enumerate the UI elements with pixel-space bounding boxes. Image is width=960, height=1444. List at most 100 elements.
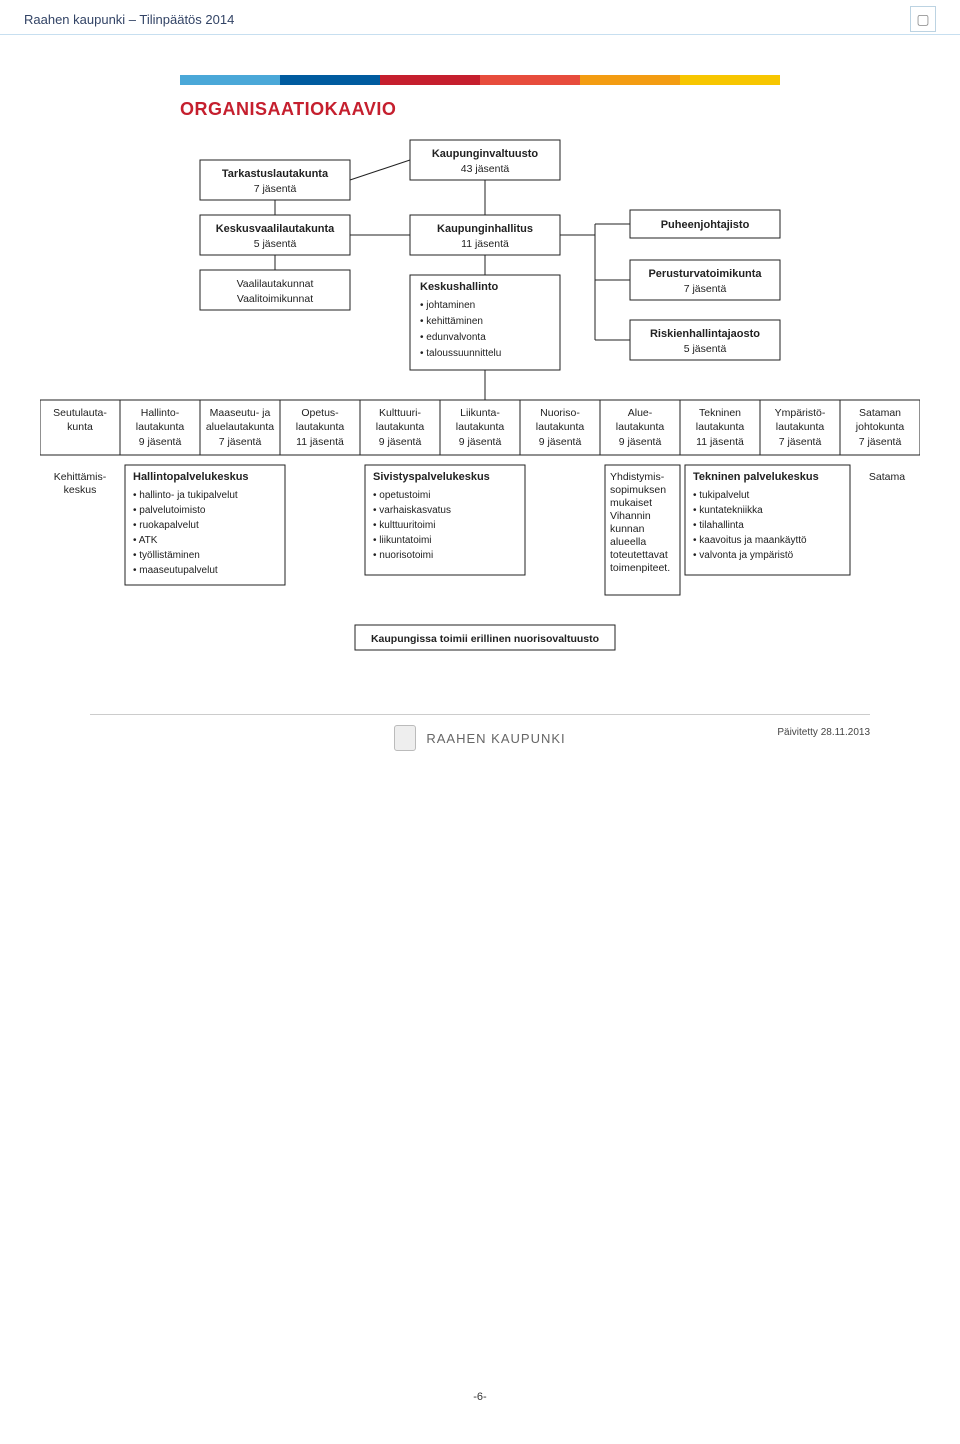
svg-text:kunnan: kunnan bbox=[610, 523, 645, 535]
svg-text:9 jäsentä: 9 jäsentä bbox=[379, 436, 422, 448]
cb4 bbox=[580, 75, 680, 85]
svg-text:Sataman: Sataman bbox=[859, 407, 901, 419]
svg-text:5 jäsentä: 5 jäsentä bbox=[254, 238, 297, 250]
svg-text:kunta: kunta bbox=[67, 421, 93, 433]
svg-text:• ATK: • ATK bbox=[133, 535, 158, 546]
cb3 bbox=[480, 75, 580, 85]
svg-text:• ruokapalvelut: • ruokapalvelut bbox=[133, 520, 199, 531]
svg-text:Satama: Satama bbox=[869, 471, 905, 483]
page-number: -6- bbox=[0, 1391, 960, 1403]
svg-text:lautakunta: lautakunta bbox=[536, 421, 585, 433]
svg-text:toimenpiteet.: toimenpiteet. bbox=[610, 562, 670, 574]
svg-text:lautakunta: lautakunta bbox=[136, 421, 185, 433]
cb2 bbox=[380, 75, 480, 85]
cb0 bbox=[180, 75, 280, 85]
svg-text:• tukipalvelut: • tukipalvelut bbox=[693, 490, 750, 501]
svg-text:Sivistyspalvelukeskus: Sivistyspalvelukeskus bbox=[373, 471, 490, 483]
org-chart: Kaupunginvaltuusto 43 jäsentä Tarkastusl… bbox=[40, 130, 920, 690]
svg-text:Ympäristö-: Ympäristö- bbox=[775, 407, 826, 419]
svg-text:• opetustoimi: • opetustoimi bbox=[373, 490, 430, 501]
svg-text:Hallinto-: Hallinto- bbox=[141, 407, 180, 419]
svg-text:Tekninen: Tekninen bbox=[699, 407, 741, 419]
svg-text:• taloussuunnittelu: • taloussuunnittelu bbox=[420, 348, 501, 359]
svg-text:lautakunta: lautakunta bbox=[696, 421, 745, 433]
svg-text:Keskushallinto: Keskushallinto bbox=[420, 281, 499, 293]
svg-text:Alue-: Alue- bbox=[628, 407, 653, 419]
svg-text:lautakunta: lautakunta bbox=[296, 421, 345, 433]
svg-text:alueella: alueella bbox=[610, 536, 646, 548]
svg-text:Puheenjohtajisto: Puheenjohtajisto bbox=[661, 219, 750, 231]
section-title: ORGANISAATIOKAAVIO bbox=[180, 99, 920, 120]
brand-row: RAAHEN KAUPUNKI Päivitetty 28.11.2013 bbox=[90, 714, 870, 751]
svg-text:9 jäsentä: 9 jäsentä bbox=[459, 436, 502, 448]
svg-text:43 jäsentä: 43 jäsentä bbox=[461, 163, 510, 175]
svg-text:Maaseutu- ja: Maaseutu- ja bbox=[210, 407, 271, 419]
svg-text:7 jäsentä: 7 jäsentä bbox=[779, 436, 822, 448]
svg-text:7 jäsentä: 7 jäsentä bbox=[684, 283, 727, 295]
svg-text:mukaiset: mukaiset bbox=[610, 497, 652, 509]
svg-text:• kulttuuritoimi: • kulttuuritoimi bbox=[373, 520, 435, 531]
svg-text:• johtaminen: • johtaminen bbox=[420, 300, 475, 311]
page-header: Raahen kaupunki – Tilinpäätös 2014 ▢ bbox=[0, 0, 960, 35]
svg-text:• kuntatekniikka: • kuntatekniikka bbox=[693, 505, 763, 516]
svg-text:Riskienhallintajaosto: Riskienhallintajaosto bbox=[650, 328, 760, 340]
svg-text:• kaavoitus ja maankäyttö: • kaavoitus ja maankäyttö bbox=[693, 535, 807, 546]
svg-text:• valvonta ja ympäristö: • valvonta ja ympäristö bbox=[693, 550, 794, 561]
svg-text:• kehittäminen: • kehittäminen bbox=[420, 316, 483, 327]
svg-text:9 jäsentä: 9 jäsentä bbox=[139, 436, 182, 448]
svg-text:Seutulauta-: Seutulauta- bbox=[53, 407, 107, 419]
svg-text:Tarkastuslautakunta: Tarkastuslautakunta bbox=[222, 168, 329, 180]
svg-text:Hallintopalvelukeskus: Hallintopalvelukeskus bbox=[133, 471, 249, 483]
svg-text:5 jäsentä: 5 jäsentä bbox=[684, 343, 727, 355]
svg-text:Vaalilautakunnat: Vaalilautakunnat bbox=[237, 278, 314, 290]
color-bar bbox=[180, 75, 780, 85]
svg-text:keskus: keskus bbox=[64, 484, 97, 496]
svg-text:7 jäsentä: 7 jäsentä bbox=[219, 436, 262, 448]
svg-text:johtokunta: johtokunta bbox=[855, 421, 905, 433]
header-logo-icon: ▢ bbox=[910, 6, 936, 32]
svg-text:Nuoriso-: Nuoriso- bbox=[540, 407, 580, 419]
svg-text:Opetus-: Opetus- bbox=[301, 407, 339, 419]
org-svg: Kaupunginvaltuusto 43 jäsentä Tarkastusl… bbox=[40, 130, 920, 690]
svg-text:aluelautakunta: aluelautakunta bbox=[206, 421, 274, 433]
svg-text:• työllistäminen: • työllistäminen bbox=[133, 550, 200, 561]
svg-text:• varhaiskasvatus: • varhaiskasvatus bbox=[373, 505, 451, 516]
svg-text:Kaupunginhallitus: Kaupunginhallitus bbox=[437, 223, 533, 235]
svg-text:Vaalitoimikunnat: Vaalitoimikunnat bbox=[237, 293, 313, 305]
svg-text:Yhdistymis-: Yhdistymis- bbox=[610, 471, 665, 483]
svg-text:11 jäsentä: 11 jäsentä bbox=[461, 238, 509, 250]
svg-text:9 jäsentä: 9 jäsentä bbox=[619, 436, 662, 448]
main-content: ORGANISAATIOKAAVIO Kaupunginvaltuusto 43… bbox=[0, 35, 960, 771]
svg-text:Kaupunginvaltuusto: Kaupunginvaltuusto bbox=[432, 148, 539, 160]
svg-text:9 jäsentä: 9 jäsentä bbox=[539, 436, 582, 448]
svg-text:lautakunta: lautakunta bbox=[456, 421, 505, 433]
svg-text:lautakunta: lautakunta bbox=[776, 421, 825, 433]
svg-text:Kaupungissa toimii erillinen n: Kaupungissa toimii erillinen nuorisovalt… bbox=[371, 633, 599, 645]
svg-text:sopimuksen: sopimuksen bbox=[610, 484, 666, 496]
svg-text:Kulttuuri-: Kulttuuri- bbox=[379, 407, 422, 419]
svg-text:• nuorisotoimi: • nuorisotoimi bbox=[373, 550, 433, 561]
svg-text:• maaseutupalvelut: • maaseutupalvelut bbox=[133, 565, 218, 576]
svg-text:Keskusvaalilautakunta: Keskusvaalilautakunta bbox=[216, 223, 335, 235]
crest-icon bbox=[394, 725, 416, 751]
svg-text:• tilahallinta: • tilahallinta bbox=[693, 520, 744, 531]
cb1 bbox=[280, 75, 380, 85]
brand-text: RAAHEN KAUPUNKI bbox=[426, 731, 565, 746]
svg-text:7 jäsentä: 7 jäsentä bbox=[254, 183, 297, 195]
doc-title: Raahen kaupunki – Tilinpäätös 2014 bbox=[24, 12, 234, 27]
svg-text:11 jäsentä: 11 jäsentä bbox=[696, 436, 744, 448]
svg-text:Kehittämis-: Kehittämis- bbox=[54, 471, 107, 483]
updated-text: Päivitetty 28.11.2013 bbox=[777, 727, 870, 738]
svg-text:• edunvalvonta: • edunvalvonta bbox=[420, 332, 486, 343]
cb5 bbox=[680, 75, 780, 85]
svg-text:lautakunta: lautakunta bbox=[616, 421, 665, 433]
svg-text:Liikunta-: Liikunta- bbox=[460, 407, 500, 419]
svg-text:• palvelutoimisto: • palvelutoimisto bbox=[133, 505, 206, 516]
svg-text:• hallinto- ja tukipalvelut: • hallinto- ja tukipalvelut bbox=[133, 490, 238, 501]
svg-text:• liikuntatoimi: • liikuntatoimi bbox=[373, 535, 432, 546]
svg-text:toteutettavat: toteutettavat bbox=[610, 549, 668, 561]
svg-text:7 jäsentä: 7 jäsentä bbox=[859, 436, 902, 448]
svg-text:Perusturvatoimikunta: Perusturvatoimikunta bbox=[648, 268, 762, 280]
svg-text:11 jäsentä: 11 jäsentä bbox=[296, 436, 344, 448]
svg-text:Tekninen palvelukeskus: Tekninen palvelukeskus bbox=[693, 471, 819, 483]
